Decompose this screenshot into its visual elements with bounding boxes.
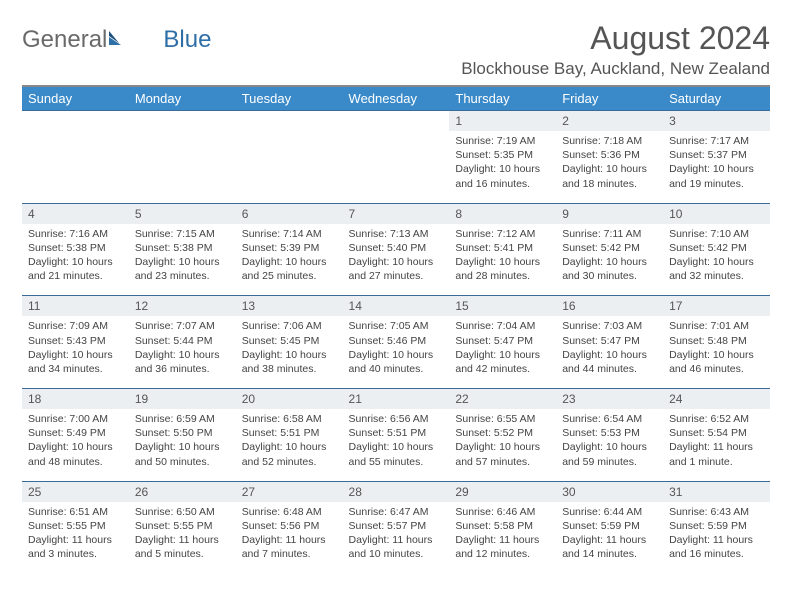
day-number: 14 <box>343 295 450 316</box>
calendar-head: SundayMondayTuesdayWednesdayThursdayFrid… <box>22 87 770 110</box>
day-number: 22 <box>449 388 556 409</box>
day-number: 8 <box>449 203 556 224</box>
day-cell-content <box>22 131 129 138</box>
day-number: 16 <box>556 295 663 316</box>
day-cell-content <box>343 131 450 138</box>
day-number: 24 <box>663 388 770 409</box>
logo-text-1: General <box>22 26 107 54</box>
day-cell-content: Sunrise: 7:05 AMSunset: 5:46 PMDaylight:… <box>343 316 450 380</box>
day-cell-content: Sunrise: 6:43 AMSunset: 5:59 PMDaylight:… <box>663 502 770 566</box>
day-number: 6 <box>236 203 343 224</box>
day-number: 23 <box>556 388 663 409</box>
calendar-table: SundayMondayTuesdayWednesdayThursdayFrid… <box>22 87 770 573</box>
day-cell-content: Sunrise: 6:51 AMSunset: 5:55 PMDaylight:… <box>22 502 129 566</box>
day-cell-content: Sunrise: 6:52 AMSunset: 5:54 PMDaylight:… <box>663 409 770 473</box>
day-number: 3 <box>663 110 770 131</box>
day-cell-content <box>236 131 343 138</box>
day-cell-content: Sunrise: 6:54 AMSunset: 5:53 PMDaylight:… <box>556 409 663 473</box>
day-number: 2 <box>556 110 663 131</box>
day-cell-content: Sunrise: 7:01 AMSunset: 5:48 PMDaylight:… <box>663 316 770 380</box>
weekday-header: Thursday <box>449 87 556 110</box>
day-number: 4 <box>22 203 129 224</box>
day-number: 1 <box>449 110 556 131</box>
calendar-body: 123Sunrise: 7:19 AMSunset: 5:35 PMDaylig… <box>22 110 770 573</box>
day-number: 10 <box>663 203 770 224</box>
weekday-header: Friday <box>556 87 663 110</box>
day-number: 20 <box>236 388 343 409</box>
day-number: 30 <box>556 481 663 502</box>
weekday-header: Monday <box>129 87 236 110</box>
day-number: 7 <box>343 203 450 224</box>
weekday-header: Saturday <box>663 87 770 110</box>
day-number: 15 <box>449 295 556 316</box>
month-title: August 2024 <box>461 20 770 57</box>
day-number: 18 <box>22 388 129 409</box>
title-block: August 2024 Blockhouse Bay, Auckland, Ne… <box>461 20 770 79</box>
day-cell-content: Sunrise: 7:19 AMSunset: 5:35 PMDaylight:… <box>449 131 556 195</box>
day-cell-content: Sunrise: 7:11 AMSunset: 5:42 PMDaylight:… <box>556 224 663 288</box>
day-number: 5 <box>129 203 236 224</box>
location: Blockhouse Bay, Auckland, New Zealand <box>461 59 770 79</box>
day-cell-content: Sunrise: 7:10 AMSunset: 5:42 PMDaylight:… <box>663 224 770 288</box>
logo-text-2: Blue <box>163 26 211 54</box>
day-cell-content: Sunrise: 6:56 AMSunset: 5:51 PMDaylight:… <box>343 409 450 473</box>
weekday-header: Tuesday <box>236 87 343 110</box>
day-number: 31 <box>663 481 770 502</box>
day-number: 29 <box>449 481 556 502</box>
logo-flag-icon <box>109 26 129 54</box>
day-cell-content: Sunrise: 6:59 AMSunset: 5:50 PMDaylight:… <box>129 409 236 473</box>
day-number: 19 <box>129 388 236 409</box>
day-cell-content: Sunrise: 6:46 AMSunset: 5:58 PMDaylight:… <box>449 502 556 566</box>
day-cell-content: Sunrise: 6:58 AMSunset: 5:51 PMDaylight:… <box>236 409 343 473</box>
day-cell-content: Sunrise: 6:44 AMSunset: 5:59 PMDaylight:… <box>556 502 663 566</box>
weekday-header: Sunday <box>22 87 129 110</box>
logo: General Blue <box>22 20 211 54</box>
day-number: 12 <box>129 295 236 316</box>
day-cell-content: Sunrise: 7:09 AMSunset: 5:43 PMDaylight:… <box>22 316 129 380</box>
day-number: 13 <box>236 295 343 316</box>
day-cell-content: Sunrise: 7:04 AMSunset: 5:47 PMDaylight:… <box>449 316 556 380</box>
day-number: 21 <box>343 388 450 409</box>
day-cell-content: Sunrise: 7:12 AMSunset: 5:41 PMDaylight:… <box>449 224 556 288</box>
day-number <box>236 110 343 131</box>
day-number <box>129 110 236 131</box>
day-cell-content: Sunrise: 7:03 AMSunset: 5:47 PMDaylight:… <box>556 316 663 380</box>
day-cell-content: Sunrise: 7:16 AMSunset: 5:38 PMDaylight:… <box>22 224 129 288</box>
day-number <box>343 110 450 131</box>
day-number: 9 <box>556 203 663 224</box>
day-cell-content <box>129 131 236 138</box>
day-cell-content: Sunrise: 6:50 AMSunset: 5:55 PMDaylight:… <box>129 502 236 566</box>
day-cell-content: Sunrise: 6:48 AMSunset: 5:56 PMDaylight:… <box>236 502 343 566</box>
day-cell-content: Sunrise: 7:18 AMSunset: 5:36 PMDaylight:… <box>556 131 663 195</box>
day-number: 17 <box>663 295 770 316</box>
day-number: 26 <box>129 481 236 502</box>
header: General Blue August 2024 Blockhouse Bay,… <box>22 20 770 79</box>
day-number: 27 <box>236 481 343 502</box>
day-cell-content: Sunrise: 7:06 AMSunset: 5:45 PMDaylight:… <box>236 316 343 380</box>
day-cell-content: Sunrise: 7:13 AMSunset: 5:40 PMDaylight:… <box>343 224 450 288</box>
day-cell-content: Sunrise: 7:07 AMSunset: 5:44 PMDaylight:… <box>129 316 236 380</box>
day-number: 11 <box>22 295 129 316</box>
day-cell-content: Sunrise: 7:15 AMSunset: 5:38 PMDaylight:… <box>129 224 236 288</box>
day-number <box>22 110 129 131</box>
day-cell-content: Sunrise: 6:55 AMSunset: 5:52 PMDaylight:… <box>449 409 556 473</box>
day-cell-content: Sunrise: 7:14 AMSunset: 5:39 PMDaylight:… <box>236 224 343 288</box>
day-cell-content: Sunrise: 6:47 AMSunset: 5:57 PMDaylight:… <box>343 502 450 566</box>
day-number: 28 <box>343 481 450 502</box>
day-cell-content: Sunrise: 7:17 AMSunset: 5:37 PMDaylight:… <box>663 131 770 195</box>
day-number: 25 <box>22 481 129 502</box>
weekday-header: Wednesday <box>343 87 450 110</box>
day-cell-content: Sunrise: 7:00 AMSunset: 5:49 PMDaylight:… <box>22 409 129 473</box>
